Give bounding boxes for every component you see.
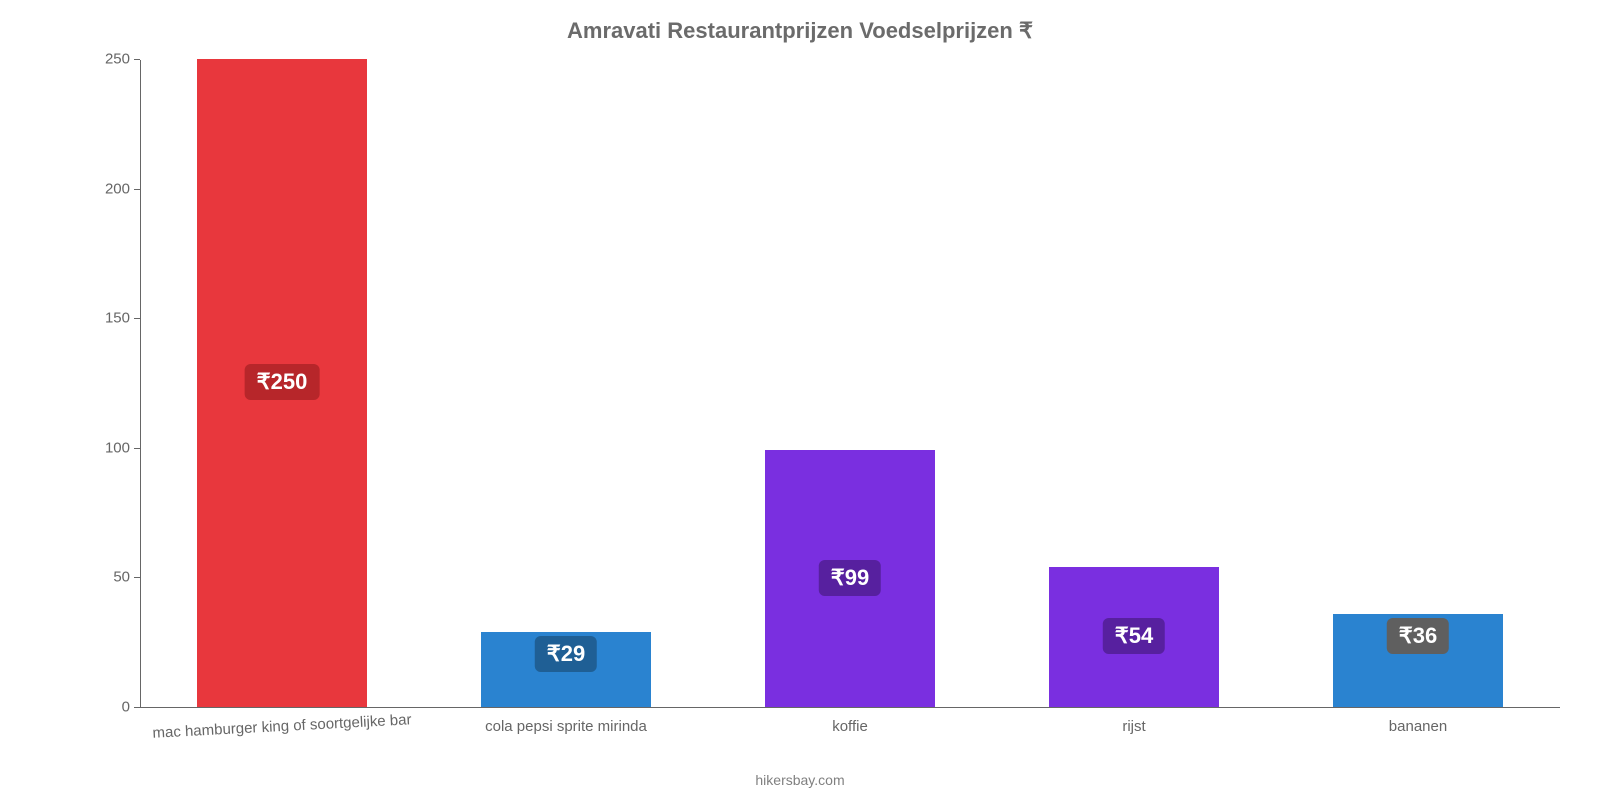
value-badge: ₹29	[535, 636, 597, 672]
y-tick-label: 0	[122, 699, 130, 716]
y-tick-label: 50	[113, 569, 130, 586]
plot-area: 050100150200250₹250₹29₹99₹54₹36	[140, 60, 1560, 708]
y-tick-mark	[134, 318, 140, 319]
value-badge: ₹36	[1387, 618, 1449, 654]
y-tick-mark	[134, 448, 140, 449]
value-badge: ₹250	[245, 364, 320, 400]
y-tick-label: 250	[105, 51, 130, 68]
attribution: hikersbay.com	[0, 772, 1600, 788]
y-tick-mark	[134, 59, 140, 60]
y-tick-mark	[134, 577, 140, 578]
chart-container: Amravati Restaurantprijzen Voedselprijze…	[0, 0, 1600, 800]
y-tick-label: 100	[105, 439, 130, 456]
x-axis-label: rijst	[1122, 718, 1145, 735]
y-tick-mark	[134, 189, 140, 190]
y-tick-mark	[134, 707, 140, 708]
y-tick-label: 200	[105, 180, 130, 197]
x-axis-label: bananen	[1389, 718, 1447, 735]
y-axis-line	[140, 60, 141, 707]
x-axis-label: cola pepsi sprite mirinda	[485, 718, 647, 735]
value-badge: ₹54	[1103, 618, 1165, 654]
y-tick-label: 150	[105, 310, 130, 327]
x-axis-label: koffie	[832, 718, 868, 735]
chart-title: Amravati Restaurantprijzen Voedselprijze…	[0, 18, 1600, 44]
value-badge: ₹99	[819, 560, 881, 596]
x-axis-label: mac hamburger king of soortgelijke bar	[152, 711, 412, 742]
